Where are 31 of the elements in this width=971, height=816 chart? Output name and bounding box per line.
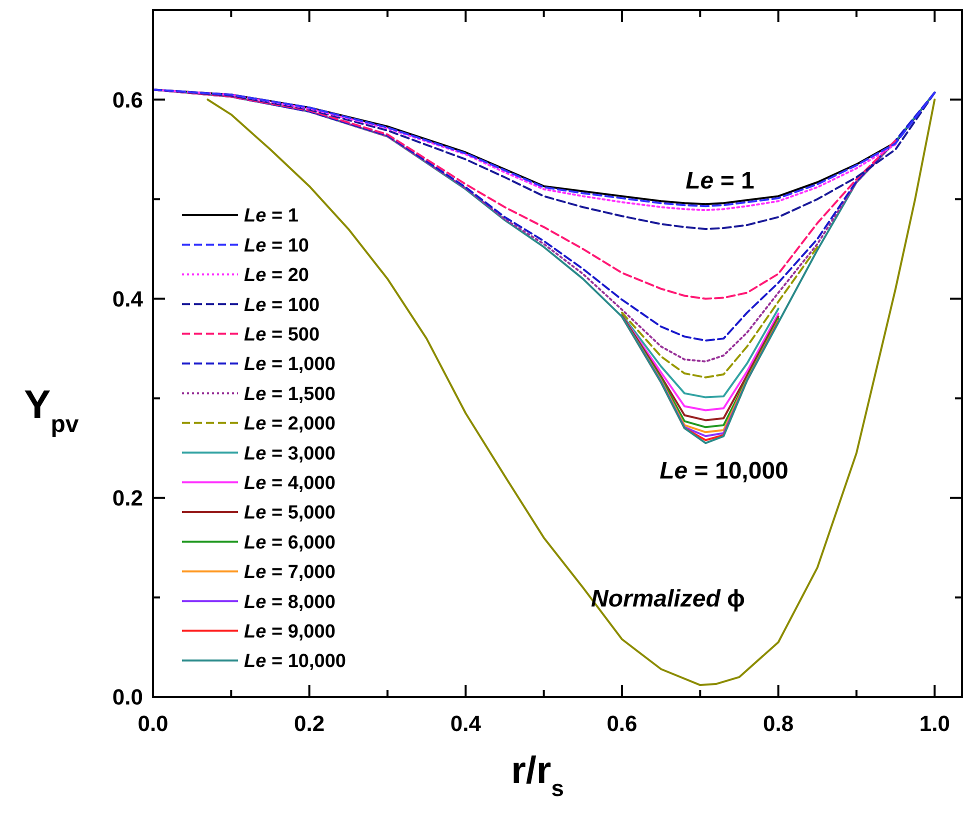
- legend-label: Le = 8,000: [244, 592, 336, 613]
- y-tick-label: 0.0: [112, 684, 143, 710]
- y-tick-label: 0.2: [112, 486, 143, 511]
- annotation: Normalized ϕ: [590, 585, 746, 612]
- legend-label: Le = 4,000: [244, 472, 336, 494]
- x-axis-title: r/r$_{s}$: [511, 750, 564, 801]
- legend-label: Le = 500: [244, 324, 320, 346]
- legend-label: Le = 10,000: [244, 651, 346, 672]
- x-tick-label: 0.8: [763, 711, 794, 736]
- legend-label: Le = 10: [244, 235, 309, 256]
- legend-label: Le = 7,000: [244, 562, 336, 584]
- legend-label: Le = 1: [244, 206, 299, 227]
- x-tick-label: 1.0: [919, 711, 950, 736]
- x-tick-label: 0.4: [450, 711, 482, 736]
- legend-label: Le = 1,500: [244, 384, 336, 405]
- annotation: Le = 10,000: [660, 457, 788, 484]
- legend-label: Le = 9,000: [244, 621, 336, 642]
- legend-label: Le = 2,000: [244, 414, 336, 435]
- legend-label: Le = 1,000: [244, 354, 336, 376]
- legend-label: Le = 6,000: [244, 532, 336, 554]
- legend-label: Le = 3,000: [244, 443, 336, 464]
- x-tick-label: 0.0: [138, 711, 168, 736]
- annotation: Le = 1: [686, 167, 754, 194]
- x-tick-label: 0.2: [294, 711, 325, 736]
- legend-label: Le = 20: [244, 265, 309, 286]
- y-tick-label: 0.6: [112, 87, 143, 112]
- x-tick-label: 0.6: [606, 711, 638, 736]
- y-axis-title: Y$_{pv}$: [24, 383, 80, 438]
- y-tick-label: 0.4: [112, 286, 144, 312]
- legend-label: Le = 5,000: [244, 502, 336, 524]
- legend-label: Le = 100: [244, 294, 320, 316]
